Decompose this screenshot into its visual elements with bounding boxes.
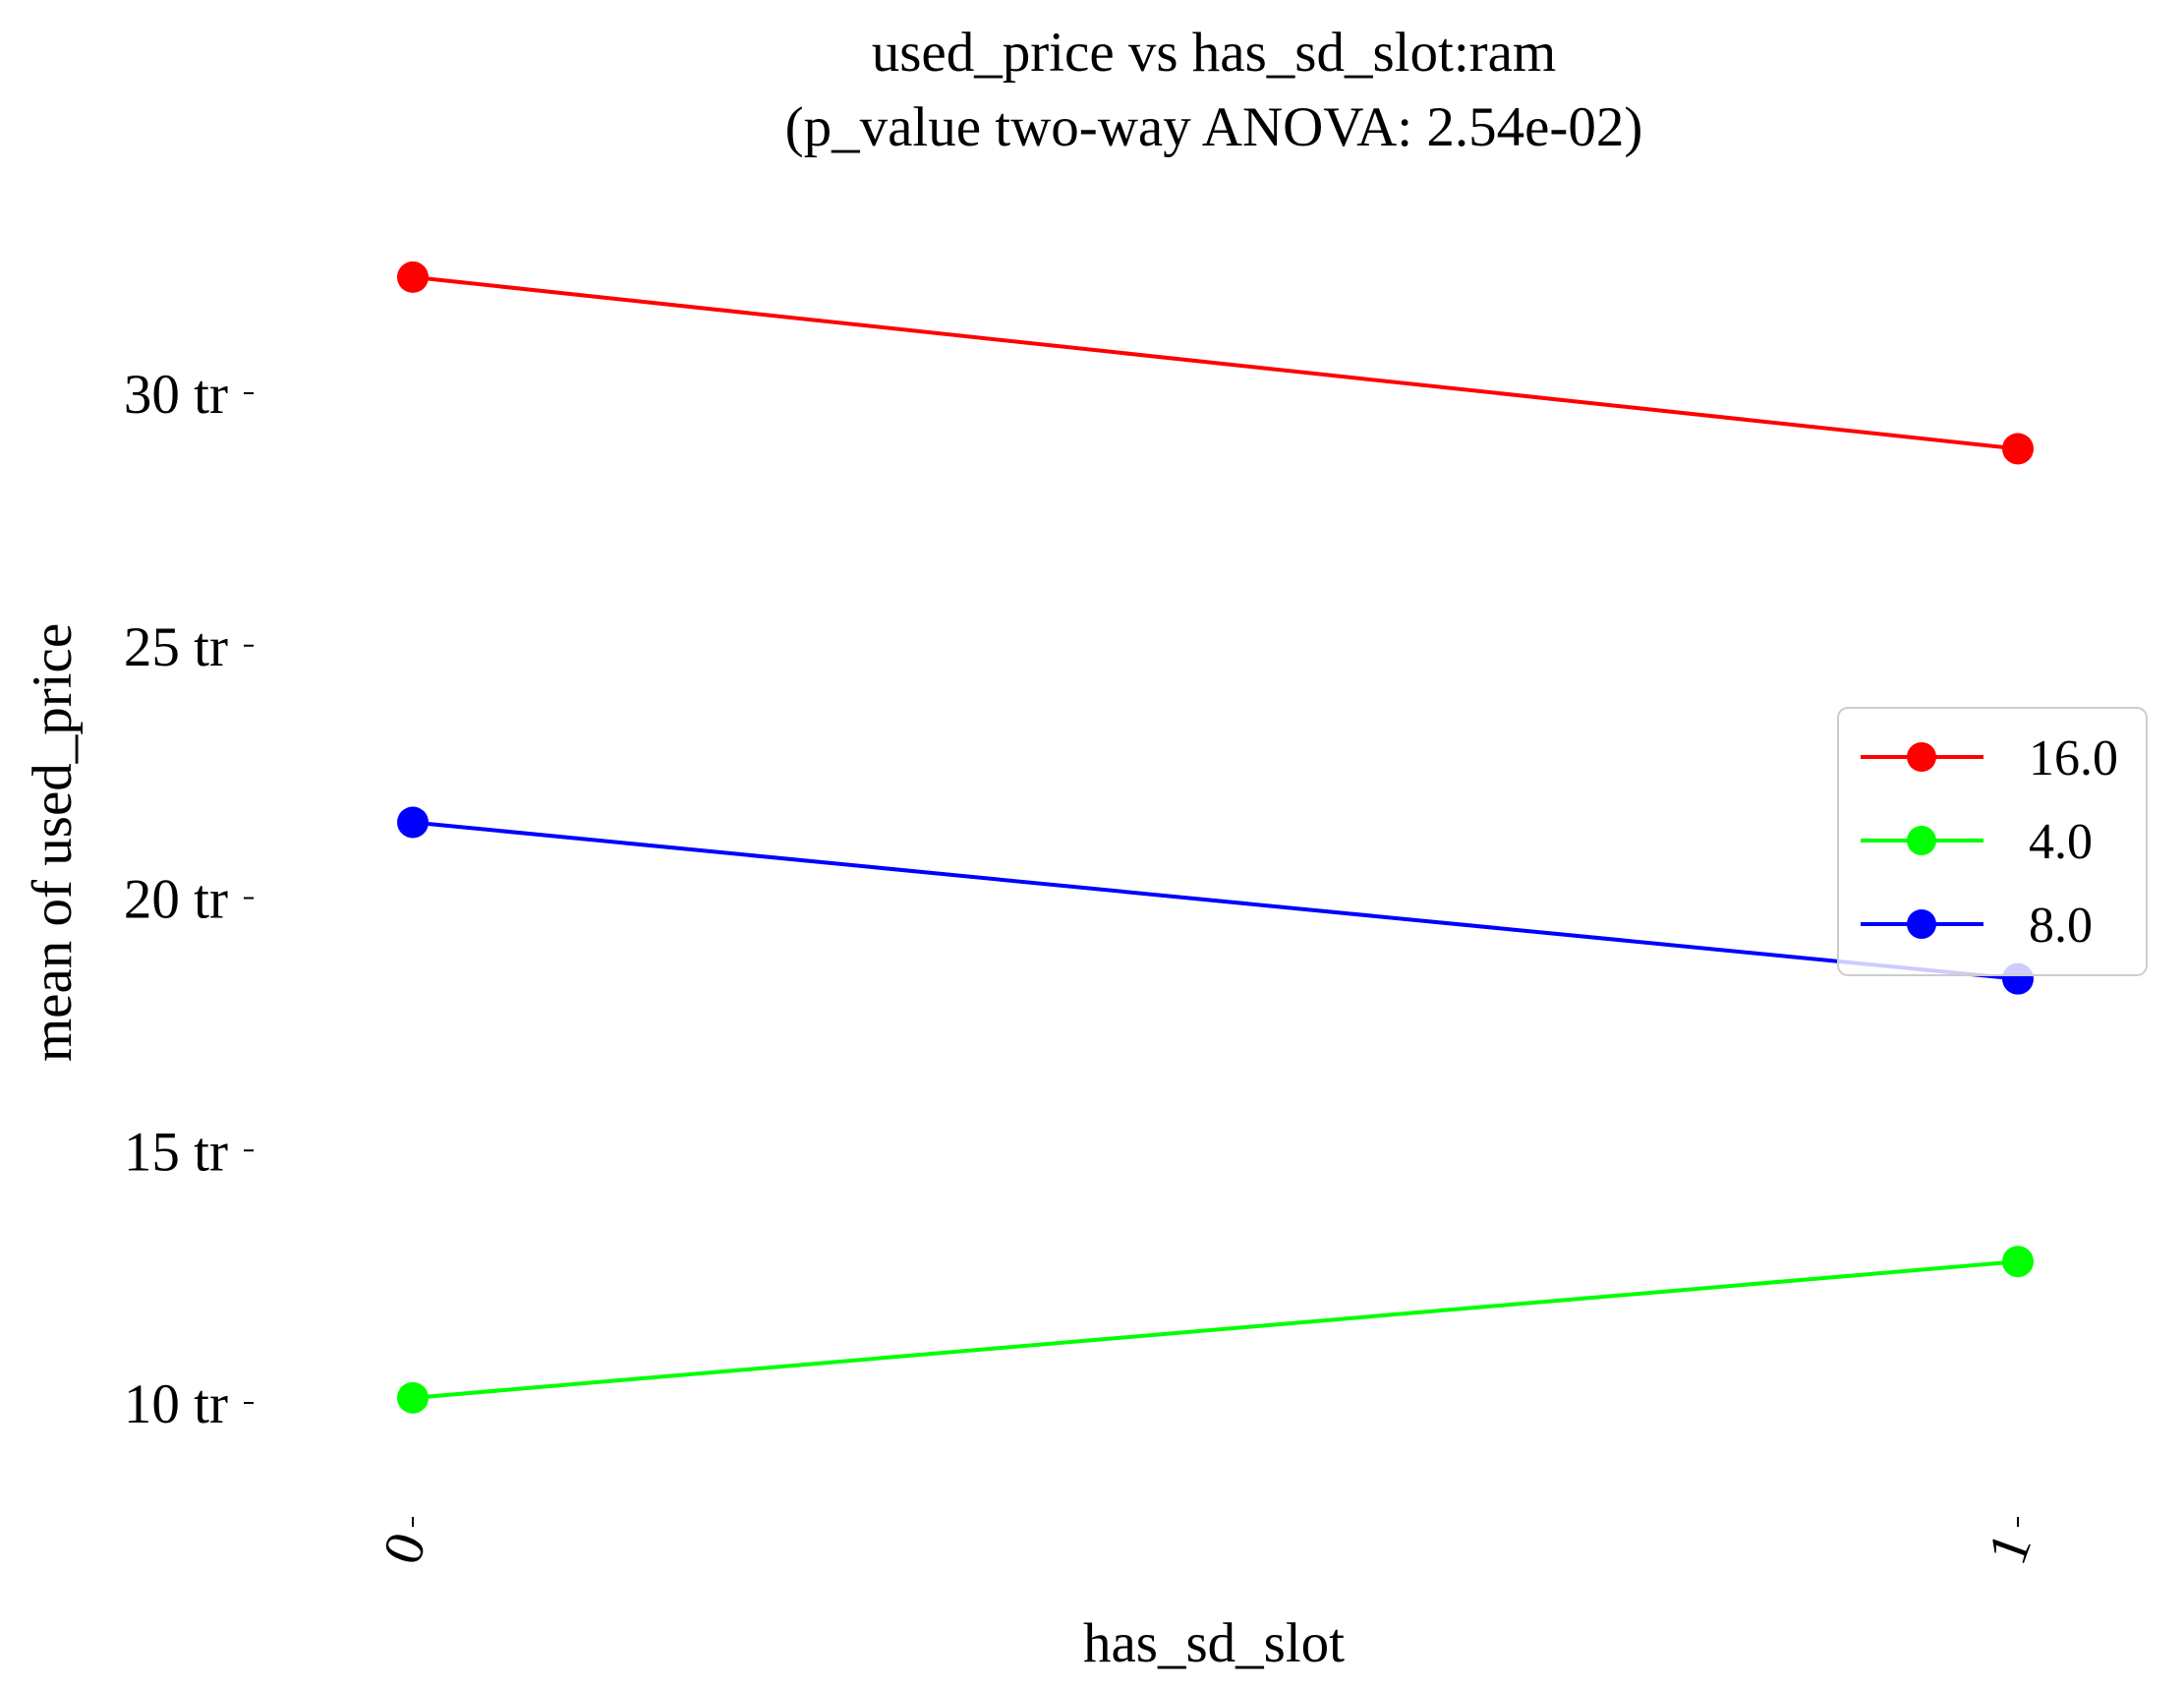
y-tick-label: 20 tr bbox=[124, 869, 228, 931]
data-point bbox=[2002, 1246, 2034, 1278]
y-axis-label: mean of used_price bbox=[22, 623, 84, 1062]
data-point bbox=[397, 261, 429, 293]
data-point bbox=[397, 806, 429, 839]
x-axis-label: has_sd_slot bbox=[1083, 1612, 1345, 1674]
legend-marker bbox=[1907, 826, 1936, 855]
legend-label: 8.0 bbox=[2029, 898, 2093, 954]
x-tick-label: 0 bbox=[371, 1525, 438, 1572]
x-tick-label: 1 bbox=[1976, 1525, 2043, 1572]
y-tick-label: 30 tr bbox=[124, 364, 228, 426]
series-line bbox=[412, 820, 2019, 981]
legend-label: 4.0 bbox=[2029, 814, 2093, 870]
legend-marker bbox=[1907, 742, 1936, 772]
legend-item: 8.0 bbox=[1861, 898, 2093, 954]
legend-item: 4.0 bbox=[1861, 814, 2093, 870]
y-axis: 10 tr 15 tr 20 tr 25 tr 30 tr bbox=[124, 364, 254, 1435]
series-8.0 bbox=[397, 806, 2034, 995]
series-4.0 bbox=[397, 1246, 2034, 1414]
legend-item: 16.0 bbox=[1861, 730, 2118, 786]
data-point bbox=[397, 1381, 429, 1414]
legend-frame bbox=[1837, 707, 2148, 976]
series-line bbox=[412, 274, 2019, 451]
chart-subtitle: (p_value two-way ANOVA: 2.54e-02) bbox=[785, 96, 1643, 158]
y-tick-label: 10 tr bbox=[124, 1373, 228, 1435]
legend-label: 16.0 bbox=[2029, 730, 2118, 786]
plot-area bbox=[397, 261, 2034, 1414]
series-line bbox=[412, 1259, 2019, 1400]
legend-marker bbox=[1907, 909, 1936, 939]
legend: 16.0 4.0 8.0 bbox=[1837, 707, 2148, 976]
y-tick-label: 25 tr bbox=[124, 616, 228, 678]
data-point bbox=[2002, 433, 2034, 465]
chart-title: used_price vs has_sd_slot:ram bbox=[872, 22, 1557, 84]
series-16.0 bbox=[397, 261, 2034, 465]
y-tick-label: 15 tr bbox=[124, 1121, 228, 1183]
